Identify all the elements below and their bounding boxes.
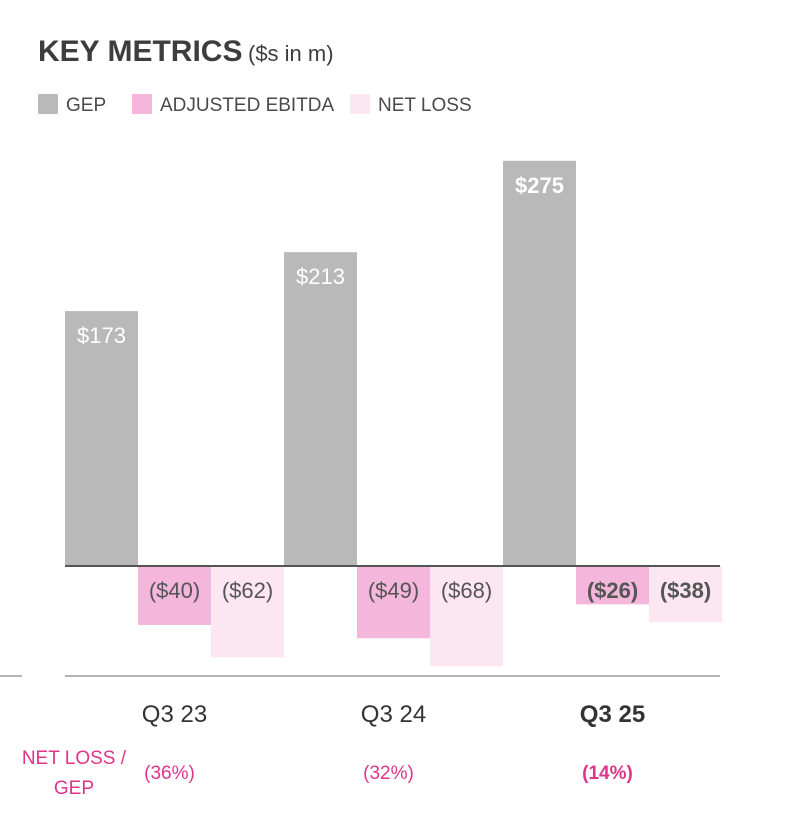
category-label-q3-25: Q3 25 — [580, 701, 645, 728]
legend-swatch-gep — [38, 94, 58, 114]
legend-swatch-adjusted-ebitda — [132, 94, 152, 114]
ratio-value-q3-23: (36%) — [144, 763, 195, 784]
legend-label-adjusted-ebitda: ADJUSTED EBITDA — [160, 95, 335, 116]
chart-bar-labels: $173 ($40) ($62) $213 ($49) ($68) $275 ($26) ($3… — [77, 173, 711, 603]
chart-legend: GEP ADJUSTED EBITDA NET LOSS — [38, 94, 472, 116]
ratio-title-line-2: GEP — [54, 778, 94, 799]
data-label-net-loss-q3-25: ($38) — [660, 578, 711, 603]
legend-label-gep: GEP — [66, 95, 106, 116]
ratio-value-q3-24: (32%) — [363, 763, 414, 784]
chart-title: KEY METRICS — [38, 35, 242, 68]
bar-net-loss-q3-24 — [430, 566, 503, 667]
bar-gep-q3-23 — [65, 311, 138, 566]
bar-adjusted-ebitda-q3-24 — [357, 566, 430, 639]
bar-gep-q3-25 — [503, 160, 576, 566]
bar-adjusted-ebitda-q3-23 — [138, 566, 211, 625]
data-label-adjusted-ebitda-q3-23: ($40) — [149, 578, 200, 603]
data-label-gep-q3-23: $173 — [77, 323, 126, 348]
chart-bars — [65, 160, 722, 667]
category-label-q3-23: Q3 23 — [142, 701, 207, 728]
ratio-row: (36%) (32%) (14%) — [144, 763, 633, 784]
chart-subtitle: ($s in m) — [248, 41, 334, 66]
data-label-adjusted-ebitda-q3-24: ($49) — [368, 578, 419, 603]
data-label-gep-q3-25: $275 — [515, 173, 564, 198]
category-axis: Q3 23 Q3 24 Q3 25 — [142, 701, 645, 728]
category-label-q3-24: Q3 24 — [361, 701, 426, 728]
ratio-title-line-1: NET LOSS / — [22, 748, 127, 769]
bar-gep-q3-24 — [284, 252, 357, 566]
legend-swatch-net-loss — [350, 94, 370, 114]
data-label-net-loss-q3-23: ($62) — [222, 578, 273, 603]
bar-net-loss-q3-23 — [211, 566, 284, 658]
legend-label-net-loss: NET LOSS — [378, 95, 472, 116]
bar-adjusted-ebitda-q3-25 — [576, 566, 649, 605]
data-label-adjusted-ebitda-q3-25: ($26) — [587, 578, 638, 603]
bar-net-loss-q3-25 — [649, 566, 722, 622]
data-label-net-loss-q3-24: ($68) — [441, 578, 492, 603]
data-label-gep-q3-24: $213 — [296, 264, 345, 289]
ratio-value-q3-25: (14%) — [582, 763, 633, 784]
